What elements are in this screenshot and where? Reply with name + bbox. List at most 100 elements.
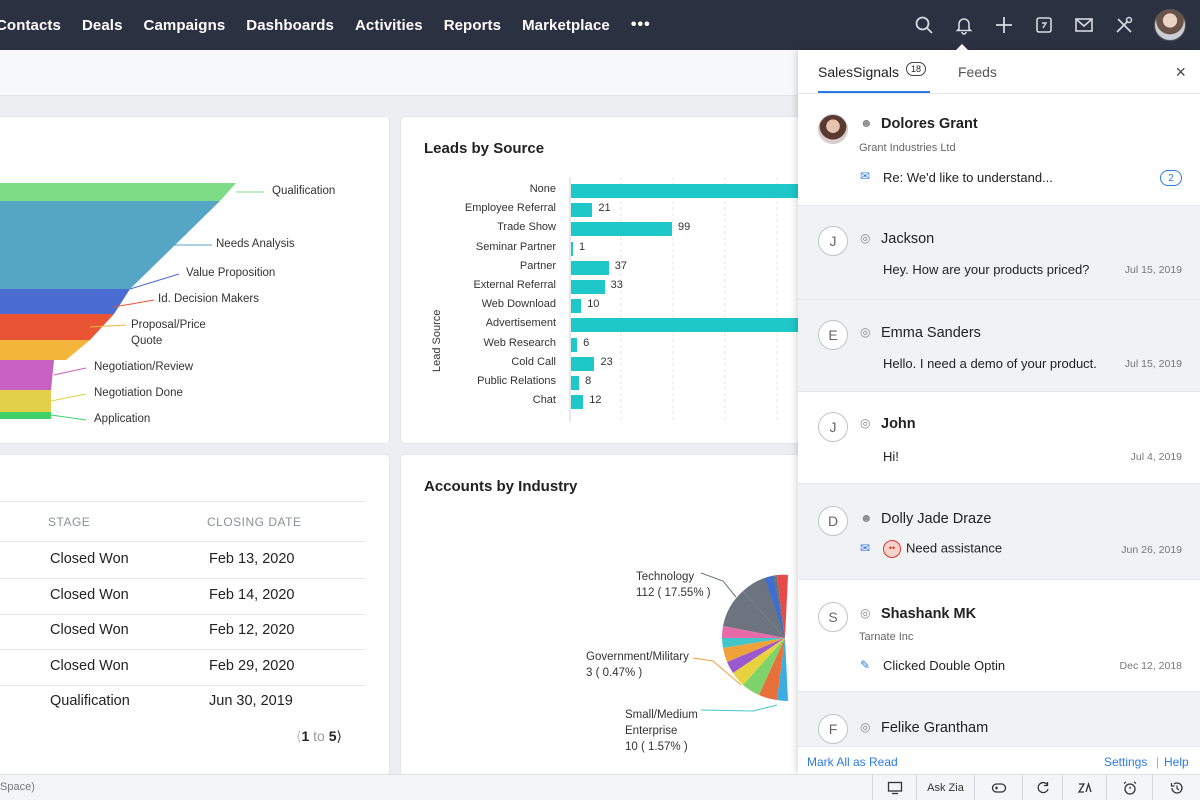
thread-count-badge[interactable]: 2 xyxy=(1160,170,1182,186)
bar-value-label: 10 xyxy=(587,298,600,311)
table-cell-stage: Closed Won xyxy=(50,551,129,567)
nav-more-button[interactable]: ••• xyxy=(630,16,651,33)
click-icon: ✎ xyxy=(860,658,871,672)
signal-date: Jul 4, 2019 xyxy=(1130,451,1182,463)
next-page-icon[interactable]: ⟩ xyxy=(336,728,342,744)
contact-icon: ☻ xyxy=(860,116,873,130)
calendar-icon[interactable] xyxy=(1034,15,1054,35)
column-header-closing-date[interactable]: CLOSING DATE xyxy=(207,515,302,529)
chat-icon: ◎ xyxy=(860,606,871,620)
bar-category-label: Public Relations xyxy=(477,375,556,387)
table-cell-closing-date: Feb 14, 2020 xyxy=(209,586,295,603)
bar-category-label: Trade Show xyxy=(497,221,556,234)
pie-label-name: Enterprise xyxy=(625,725,678,737)
bar-category-label: Cold Call xyxy=(511,355,556,368)
bar[interactable] xyxy=(571,299,582,314)
signals-count-badge: 18 xyxy=(906,62,927,76)
mail-icon[interactable] xyxy=(1074,15,1094,35)
table-cell-closing-date: Jun 30, 2019 xyxy=(209,693,293,709)
bar-category-label: Web Download xyxy=(481,298,556,311)
pager-to-word: to xyxy=(313,728,325,744)
bar[interactable] xyxy=(571,318,821,333)
signal-item[interactable]: E ◎ Emma Sanders Hello. I need a demo of… xyxy=(798,300,1200,392)
column-header-stage[interactable]: STAGE xyxy=(48,515,91,529)
bar[interactable] xyxy=(571,395,584,410)
user-avatar[interactable] xyxy=(1154,9,1186,41)
bar[interactable] xyxy=(571,260,609,275)
funnel-label: Quote xyxy=(131,335,163,347)
nav-reports[interactable]: Reports xyxy=(443,16,502,34)
signal-name: Jackson xyxy=(881,231,935,247)
help-link[interactable]: Help xyxy=(1164,755,1189,769)
top-navigation-bar: Contacts Deals Campaigns Dashboards Acti… xyxy=(0,0,1200,50)
signal-item[interactable]: ☻ Dolores Grant Grant Industries Ltd ✉ R… xyxy=(798,94,1200,206)
bell-icon[interactable] xyxy=(954,15,974,35)
funnel-chart xyxy=(0,183,264,421)
bar[interactable] xyxy=(571,203,593,218)
main-nav: Contacts Deals Campaigns Dashboards Acti… xyxy=(0,16,672,34)
tools-icon[interactable] xyxy=(1114,15,1134,35)
nav-contacts[interactable]: Contacts xyxy=(0,16,61,34)
signal-message: Clicked Double Optin xyxy=(883,658,1006,673)
zia-icon[interactable] xyxy=(1062,775,1106,800)
ask-zia-button[interactable]: Ask Zia xyxy=(916,775,974,800)
mark-all-read-link[interactable]: Mark All as Read xyxy=(807,755,898,769)
close-icon[interactable]: × xyxy=(1175,62,1186,82)
bar[interactable] xyxy=(571,184,821,198)
nav-deals[interactable]: Deals xyxy=(81,16,123,34)
add-icon[interactable] xyxy=(994,15,1014,35)
deals-table-card: STAGE CLOSING DATE ⟨1 to 5⟩ Closed Won Fe… xyxy=(0,455,389,775)
alarm-clock-icon[interactable] xyxy=(1106,775,1152,800)
tab-feeds[interactable]: Feeds xyxy=(958,64,997,80)
signal-item[interactable]: J ◎ John Hi! Jul 4, 2019 xyxy=(798,392,1200,484)
bar-value-label: 8 xyxy=(585,375,592,387)
signal-company: Tarnate Inc xyxy=(859,631,914,643)
nav-dashboards[interactable]: Dashboards xyxy=(246,16,334,34)
bottom-toolbar: Space) Ask Zia xyxy=(0,774,1200,800)
prev-page-icon[interactable]: ⟨ xyxy=(296,728,302,744)
signal-item[interactable]: F ◎ Felike Grantham xyxy=(798,692,1200,746)
history-icon[interactable] xyxy=(1152,775,1200,800)
nav-marketplace[interactable]: Marketplace xyxy=(522,16,610,34)
refresh-icon[interactable] xyxy=(1022,775,1062,800)
leads-by-source-card: Leads by Source Lead Source None Employee… xyxy=(401,117,821,443)
signal-message-text: Need assistance xyxy=(906,540,1003,556)
table-cell-stage: Qualification xyxy=(50,693,130,709)
table-cell-closing-date: Feb 13, 2020 xyxy=(209,551,295,567)
signal-item[interactable]: J ◎ Jackson Hey. How are your products p… xyxy=(798,206,1200,300)
bar-category-label: Employee Referral xyxy=(464,202,556,215)
avatar: D xyxy=(818,506,848,536)
row-divider xyxy=(0,578,365,579)
search-icon[interactable] xyxy=(914,15,934,35)
nav-campaigns[interactable]: Campaigns xyxy=(143,16,226,34)
avatar: F xyxy=(818,714,848,744)
bar[interactable] xyxy=(571,222,672,237)
bar[interactable] xyxy=(571,337,578,352)
bar-value-label: 33 xyxy=(610,279,623,291)
signal-item[interactable]: D ☻ Dolly Jade Draze ✉ •• Need assistance… xyxy=(798,484,1200,580)
signal-message: Re: We'd like to understand... xyxy=(883,170,1053,185)
industry-pie-chart xyxy=(692,572,788,712)
pie-label-name: Technology xyxy=(636,571,695,583)
bar-value-label: 21 xyxy=(598,202,611,215)
tab-salessignals[interactable]: SalesSignals xyxy=(818,64,899,80)
bar[interactable] xyxy=(571,376,580,390)
shortcut-hint: Space) xyxy=(0,781,35,793)
pie-label-name: Small/Medium xyxy=(625,709,698,721)
bar[interactable] xyxy=(571,241,573,256)
signal-date: Dec 12, 2018 xyxy=(1119,660,1182,672)
signal-date: Jul 15, 2019 xyxy=(1124,264,1182,276)
settings-link[interactable]: Settings xyxy=(1104,755,1148,769)
funnel-label: Qualification xyxy=(272,185,336,197)
bar[interactable] xyxy=(571,280,605,294)
nav-activities[interactable]: Activities xyxy=(354,16,423,34)
bar-value-label: 99 xyxy=(677,221,691,234)
gamepad-icon[interactable] xyxy=(974,775,1022,800)
bar[interactable] xyxy=(571,356,595,371)
signal-name: Dolly Jade Draze xyxy=(881,511,992,527)
signal-item[interactable]: S ◎ Shashank MK Tarnate Inc ✎ Clicked Do… xyxy=(798,580,1200,692)
mail-icon: ✉ xyxy=(860,541,871,555)
avatar: J xyxy=(818,226,848,256)
screen-share-icon[interactable] xyxy=(872,775,916,800)
signal-message: Hi! xyxy=(883,449,899,464)
